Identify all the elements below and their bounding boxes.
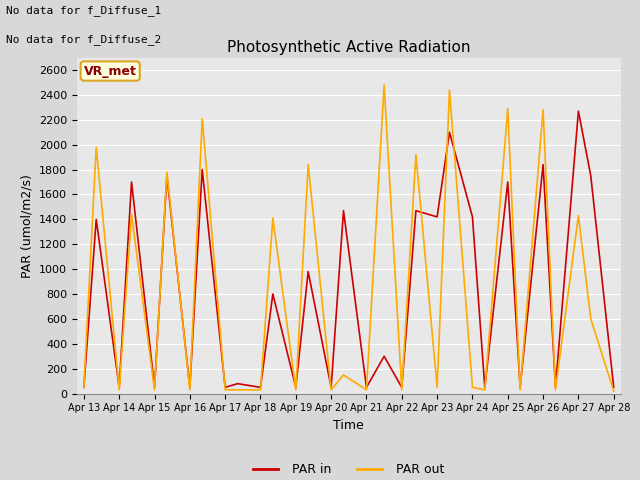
Text: No data for f_Diffuse_2: No data for f_Diffuse_2	[6, 34, 162, 45]
Legend:  PAR in,  PAR out: PAR in, PAR out	[248, 458, 449, 480]
Title: Photosynthetic Active Radiation: Photosynthetic Active Radiation	[227, 40, 470, 55]
Text: No data for f_Diffuse_1: No data for f_Diffuse_1	[6, 5, 162, 16]
Y-axis label: PAR (umol/m2/s): PAR (umol/m2/s)	[20, 174, 33, 277]
X-axis label: Time: Time	[333, 419, 364, 432]
Text: VR_met: VR_met	[84, 64, 136, 78]
